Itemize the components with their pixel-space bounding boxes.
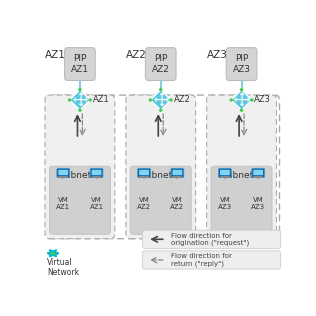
Circle shape bbox=[78, 88, 82, 91]
FancyBboxPatch shape bbox=[64, 48, 95, 81]
FancyBboxPatch shape bbox=[211, 166, 272, 234]
FancyBboxPatch shape bbox=[252, 168, 264, 178]
Text: VM
AZ1: VM AZ1 bbox=[89, 197, 104, 210]
Text: Subnet C: Subnet C bbox=[221, 171, 262, 180]
Text: Virtual
Network: Virtual Network bbox=[47, 258, 79, 277]
FancyBboxPatch shape bbox=[145, 48, 176, 81]
Text: ↓: ↓ bbox=[238, 98, 246, 108]
Text: ←: ← bbox=[72, 95, 80, 105]
Circle shape bbox=[78, 108, 82, 112]
FancyBboxPatch shape bbox=[126, 95, 196, 239]
FancyBboxPatch shape bbox=[49, 166, 110, 234]
FancyBboxPatch shape bbox=[45, 95, 115, 239]
FancyBboxPatch shape bbox=[253, 170, 263, 175]
Text: VM
AZ2: VM AZ2 bbox=[170, 197, 184, 210]
Text: ↑: ↑ bbox=[76, 92, 84, 102]
Circle shape bbox=[240, 88, 243, 91]
Circle shape bbox=[159, 108, 162, 112]
Circle shape bbox=[51, 252, 53, 254]
Text: AZ1: AZ1 bbox=[45, 50, 66, 60]
Text: PIP
AZ2: PIP AZ2 bbox=[152, 54, 170, 74]
FancyBboxPatch shape bbox=[219, 168, 231, 178]
Text: ↑: ↑ bbox=[238, 92, 246, 102]
Circle shape bbox=[229, 98, 233, 102]
Circle shape bbox=[149, 98, 152, 102]
FancyBboxPatch shape bbox=[58, 170, 68, 175]
Circle shape bbox=[52, 252, 54, 254]
Text: PIP
AZ1: PIP AZ1 bbox=[71, 54, 89, 74]
Text: Flow direction for
origination ("request"): Flow direction for origination ("request… bbox=[171, 233, 249, 246]
FancyBboxPatch shape bbox=[171, 168, 184, 178]
Text: Flow direction for
return ("reply"): Flow direction for return ("reply") bbox=[171, 253, 231, 267]
FancyBboxPatch shape bbox=[207, 95, 276, 239]
FancyBboxPatch shape bbox=[130, 166, 191, 234]
Text: VM
AZ3: VM AZ3 bbox=[251, 197, 265, 210]
Polygon shape bbox=[70, 90, 90, 110]
Text: Subnet A: Subnet A bbox=[59, 171, 100, 180]
Circle shape bbox=[250, 98, 253, 102]
FancyBboxPatch shape bbox=[92, 170, 101, 175]
Text: ↓: ↓ bbox=[76, 98, 84, 108]
Text: Subnet B: Subnet B bbox=[140, 171, 181, 180]
Circle shape bbox=[88, 98, 92, 102]
Text: VM
AZ3: VM AZ3 bbox=[218, 197, 232, 210]
Text: ←: ← bbox=[153, 95, 161, 105]
Text: ↑: ↑ bbox=[157, 92, 165, 102]
Circle shape bbox=[159, 88, 162, 91]
FancyBboxPatch shape bbox=[142, 230, 281, 248]
FancyBboxPatch shape bbox=[142, 251, 281, 269]
Text: AZ3: AZ3 bbox=[207, 50, 228, 60]
Circle shape bbox=[53, 252, 55, 254]
FancyBboxPatch shape bbox=[226, 48, 257, 81]
FancyBboxPatch shape bbox=[139, 170, 149, 175]
Text: →: → bbox=[160, 95, 168, 105]
FancyBboxPatch shape bbox=[90, 168, 103, 178]
Polygon shape bbox=[231, 90, 252, 110]
Text: →: → bbox=[79, 95, 88, 105]
Text: PIP
AZ3: PIP AZ3 bbox=[233, 54, 251, 74]
Polygon shape bbox=[150, 90, 171, 110]
Text: AZ2: AZ2 bbox=[126, 50, 147, 60]
Text: AZ3: AZ3 bbox=[254, 95, 271, 105]
FancyBboxPatch shape bbox=[173, 170, 182, 175]
FancyBboxPatch shape bbox=[220, 170, 230, 175]
Text: AZ2: AZ2 bbox=[173, 95, 190, 105]
Text: ↓: ↓ bbox=[157, 98, 165, 108]
FancyBboxPatch shape bbox=[57, 168, 70, 178]
Text: VM
AZ1: VM AZ1 bbox=[56, 197, 70, 210]
Circle shape bbox=[68, 98, 71, 102]
Text: ←: ← bbox=[234, 95, 242, 105]
FancyBboxPatch shape bbox=[138, 168, 150, 178]
Circle shape bbox=[240, 108, 243, 112]
Text: AZ1: AZ1 bbox=[93, 95, 109, 105]
Text: VM
AZ2: VM AZ2 bbox=[137, 197, 151, 210]
Circle shape bbox=[169, 98, 173, 102]
Text: →: → bbox=[241, 95, 249, 105]
